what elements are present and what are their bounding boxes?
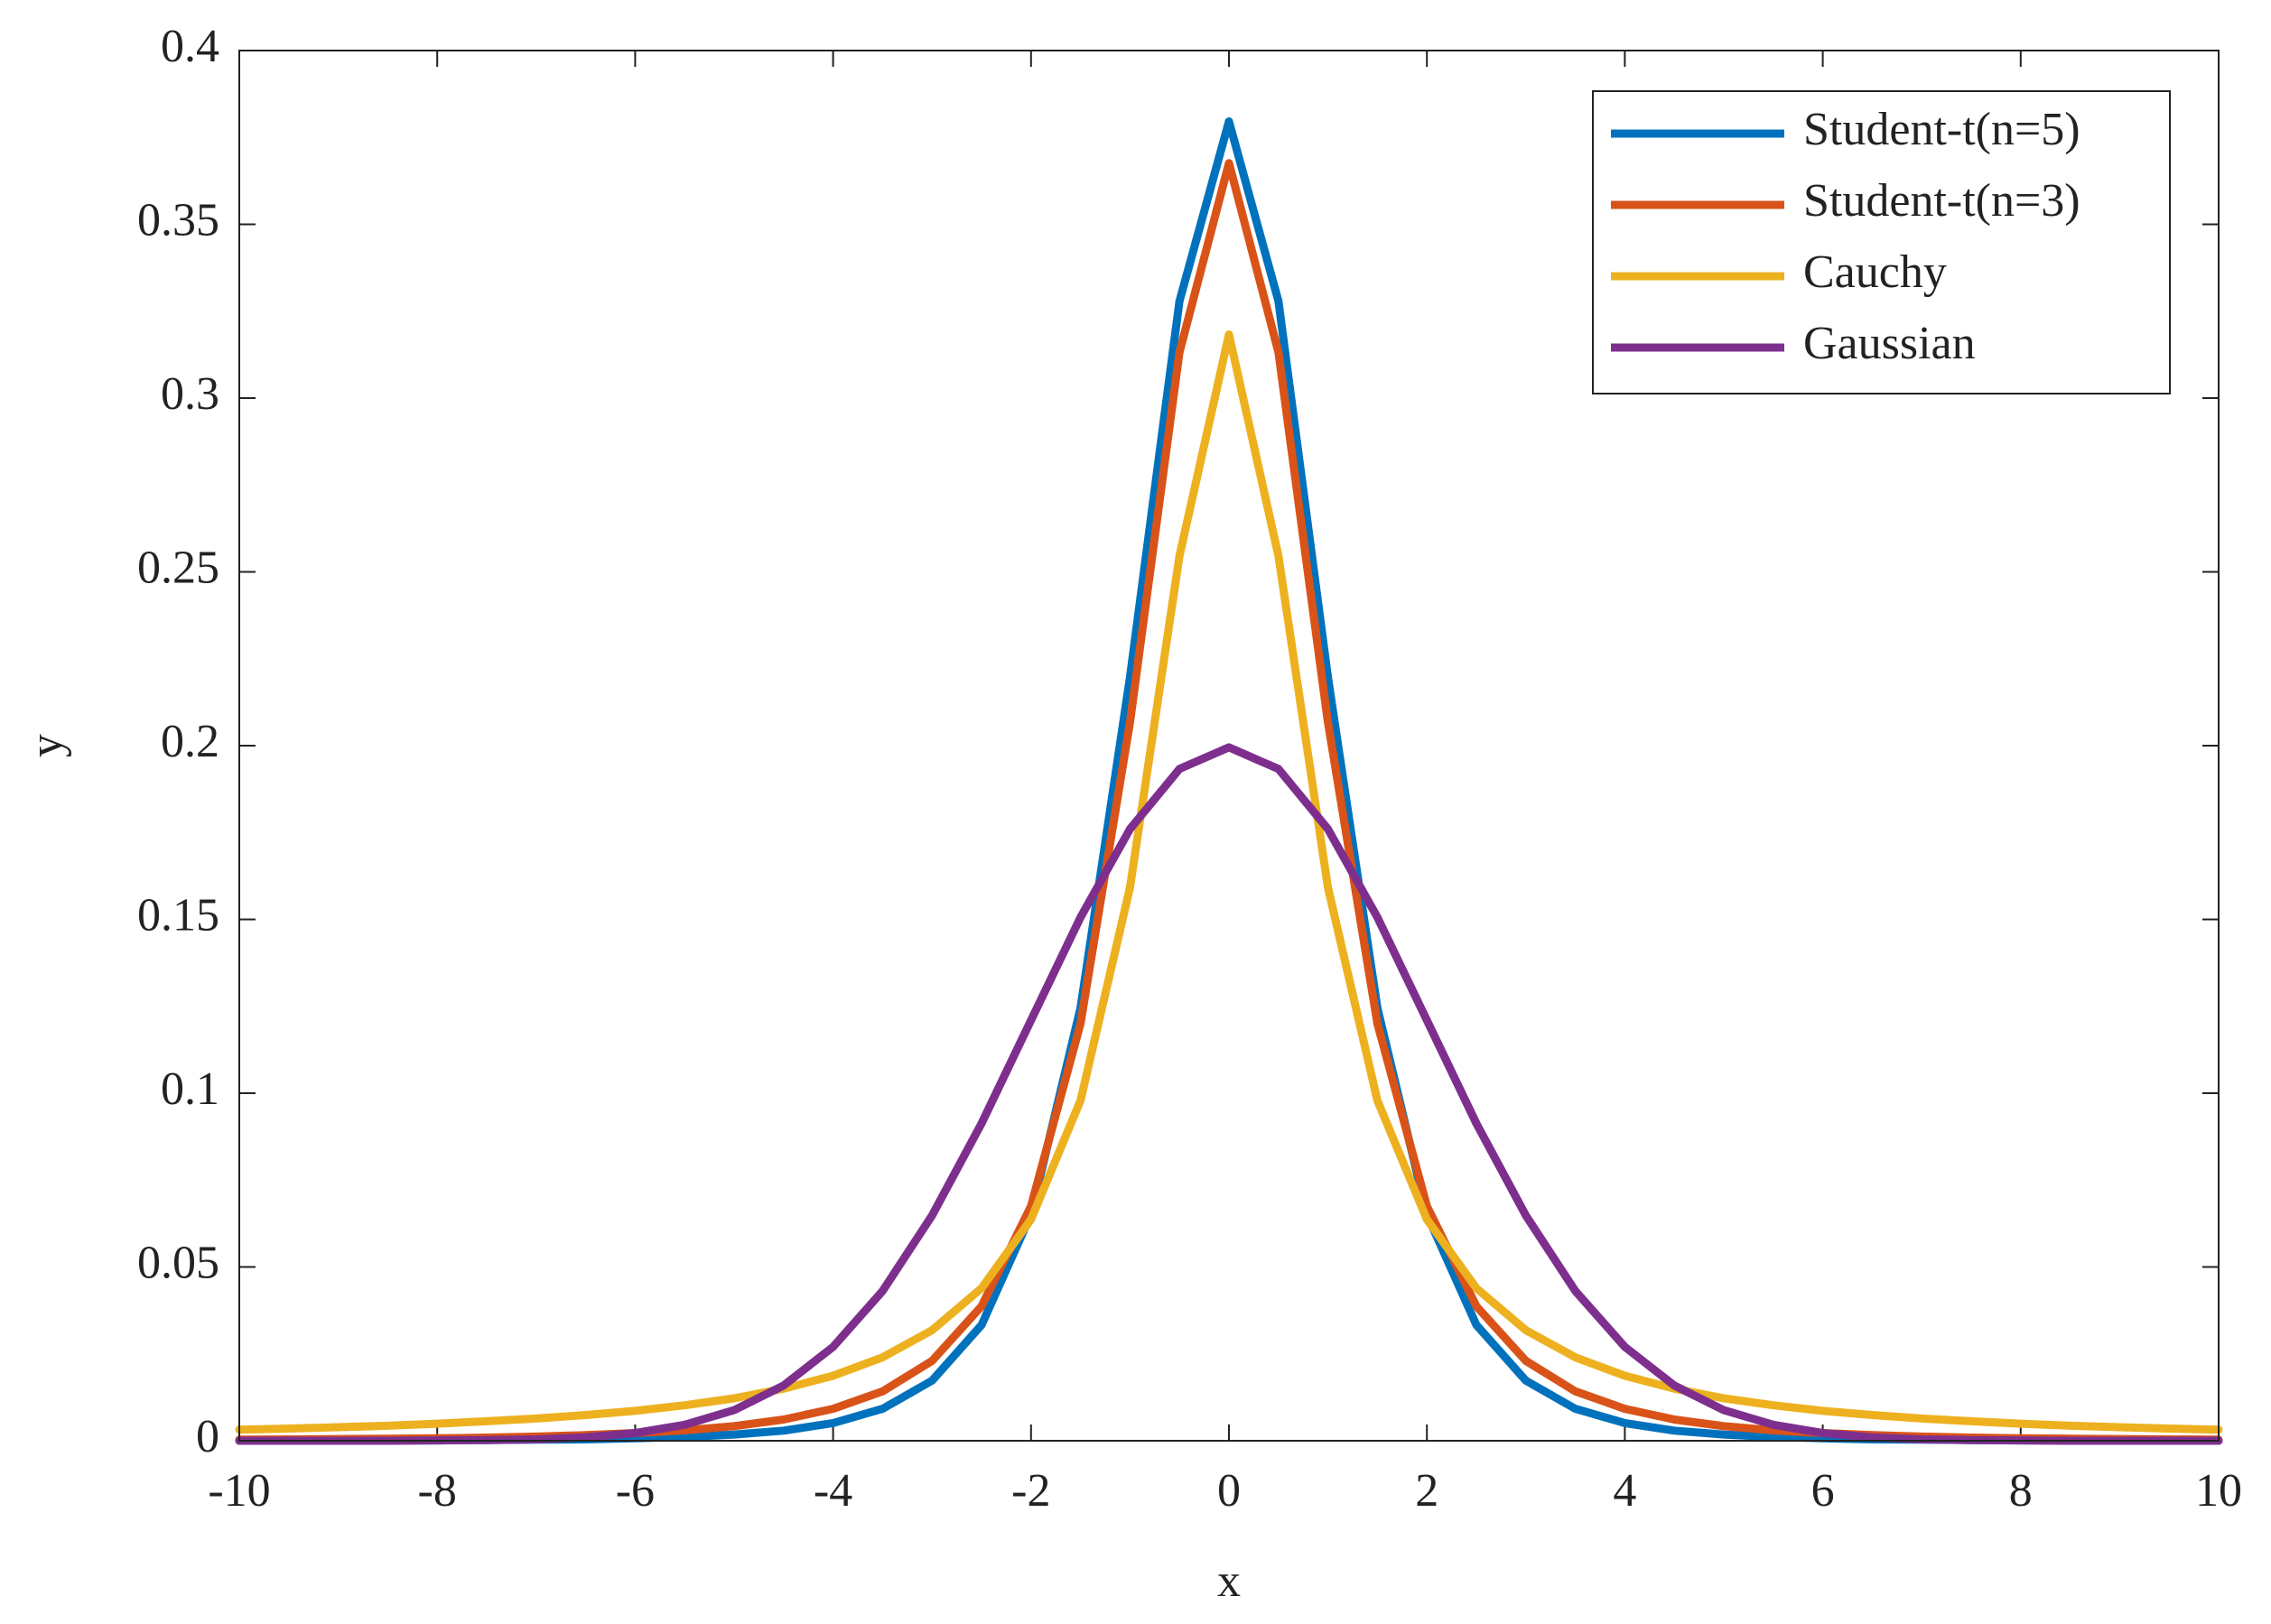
series-line [235, 743, 2223, 1445]
y-tick-label: 0.1 [161, 1063, 219, 1115]
y-tick-label: 0.35 [137, 194, 219, 246]
y-tick-label: 0.3 [161, 368, 219, 420]
legend-label: Student-t(n=5) [1803, 104, 2080, 155]
x-tick-label: 6 [1811, 1465, 1835, 1517]
x-tick-label: -6 [616, 1465, 655, 1517]
x-tick-label: -4 [814, 1465, 852, 1517]
legend-label: Student-t(n=3) [1803, 175, 2080, 227]
x-tick-label: -2 [1011, 1465, 1050, 1517]
y-tick-label: 0.15 [137, 889, 219, 941]
y-tick-label: 0.25 [137, 542, 219, 593]
x-tick-label: 8 [2009, 1465, 2033, 1517]
x-tick-label: -10 [208, 1465, 270, 1517]
legend-label: Cauchy [1803, 246, 1947, 298]
legend-label: Gaussian [1803, 318, 1976, 369]
x-tick-label: 10 [2195, 1465, 2242, 1517]
plot-frame [238, 50, 2220, 1442]
x-tick-label: -8 [418, 1465, 457, 1517]
series-line [235, 330, 2223, 1434]
x-tick-label: 0 [1217, 1465, 1241, 1517]
y-tick-label: 0.4 [161, 21, 219, 72]
y-tick-label: 0.2 [161, 716, 219, 767]
y-tick-label: 0.05 [137, 1237, 219, 1288]
legend-box [1592, 90, 2171, 394]
y-axis-label: y [21, 734, 72, 757]
x-tick-label: 4 [1613, 1465, 1636, 1517]
y-tick-label: 0 [196, 1411, 219, 1462]
x-axis-label: x [1217, 1555, 1241, 1607]
x-tick-label: 2 [1415, 1465, 1438, 1517]
